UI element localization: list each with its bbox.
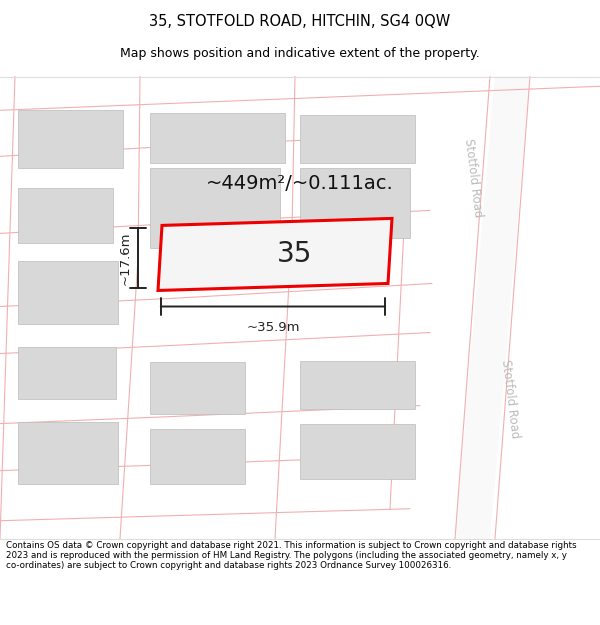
Text: Stotfold Road: Stotfold Road bbox=[499, 358, 521, 439]
Bar bbox=[150, 113, 285, 163]
Text: Contains OS data © Crown copyright and database right 2021. This information is : Contains OS data © Crown copyright and d… bbox=[6, 541, 577, 571]
Text: ~35.9m: ~35.9m bbox=[246, 321, 300, 334]
Bar bbox=[18, 261, 118, 324]
Bar bbox=[150, 168, 280, 248]
Polygon shape bbox=[455, 76, 530, 539]
Bar bbox=[18, 188, 113, 243]
Text: ~17.6m: ~17.6m bbox=[119, 232, 132, 285]
Bar bbox=[300, 168, 410, 238]
Bar bbox=[300, 115, 415, 163]
Bar bbox=[300, 424, 415, 479]
Text: Map shows position and indicative extent of the property.: Map shows position and indicative extent… bbox=[120, 48, 480, 60]
Bar bbox=[150, 361, 245, 414]
Bar bbox=[18, 110, 123, 168]
Text: 35, STOTFOLD ROAD, HITCHIN, SG4 0QW: 35, STOTFOLD ROAD, HITCHIN, SG4 0QW bbox=[149, 14, 451, 29]
Text: ~449m²/~0.111ac.: ~449m²/~0.111ac. bbox=[206, 174, 394, 193]
Bar bbox=[150, 429, 245, 484]
Polygon shape bbox=[158, 218, 392, 291]
Bar bbox=[300, 361, 415, 409]
Bar bbox=[18, 422, 118, 484]
Text: Stotfold Road: Stotfold Road bbox=[462, 138, 484, 219]
Bar bbox=[18, 346, 116, 399]
Text: 35: 35 bbox=[277, 241, 313, 269]
